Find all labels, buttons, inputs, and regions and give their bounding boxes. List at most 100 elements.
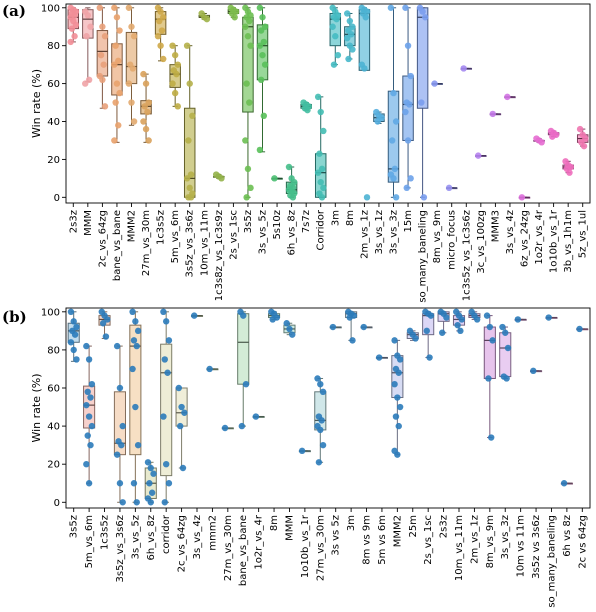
panel-1-xtick-label-so-many-baneling: so_many_baneling [546, 515, 557, 608]
panel-0-point-8m [345, 55, 352, 63]
panel-1-xtick-label-25m: 25m [408, 515, 419, 537]
panel-1-point-3s-vs-5z [129, 365, 136, 373]
panel-0-point-1c3s5z [158, 27, 166, 34]
panel-0-xtick-label-2s-vs-1sc: 2s_vs_1sc [228, 210, 239, 260]
panel-1-point-5m-vs-6m [87, 441, 94, 449]
panel-1-point-3s5z-vs-3s6z [119, 499, 126, 506]
panel-1-xtick-label-8m: 8m [269, 515, 280, 531]
panel-0-point-6z-vs-24zg [518, 194, 526, 201]
panel-1-point-6h-vs-8z [144, 459, 152, 466]
panel-1-point-8m-vs-9m [488, 434, 495, 441]
panel-0-point-3s5z-vs-3s6z [186, 80, 193, 87]
panel-0-point-3s5z-vs-3s6z [183, 175, 191, 182]
panel-1-point-3s5z-vs-3s6z [113, 342, 121, 350]
panel-0-point-bane-vs-bane [116, 27, 123, 34]
panel-0-point-3s5z-vs-3s6z [189, 112, 196, 120]
panel-1-point-5m-vs-6m [85, 356, 93, 363]
panel-0-point-1c3s5z [157, 42, 164, 49]
panel-0-point-2m-vs-1z [361, 65, 368, 72]
panel-0-point-3s5z [244, 33, 252, 40]
panel-1-point-5m-vs-6m [83, 401, 90, 409]
panel-1-box-bane-vs-bane [237, 313, 250, 385]
panel-0-xtick-label-27m-vs-30m: 27m_vs_30m [141, 210, 152, 276]
panel-0-point-3s-vs-3z [390, 89, 397, 97]
panel-0-point-mmm [87, 23, 94, 30]
panel-0-xtick-label-2s3z: 2s3z [68, 210, 79, 233]
panel-0-point-5m-vs-6m [171, 89, 179, 97]
panel-1-xtick-label-2c-vs-64zg: 2c_vs_64zg [177, 515, 188, 572]
panel-0-xtick-label-mmm2: MMM2 [127, 210, 138, 242]
panel-1-point-3s5z [71, 331, 79, 338]
panel-0-xtick-label-mmm: MMM [83, 210, 94, 236]
panel-0-point-27m-vs-30m [140, 70, 147, 78]
panel-0-xtick-label-8m: 8m [345, 210, 356, 226]
panel-1-xtick-label-6h-vs-8z: 6h vs 8z [562, 515, 573, 557]
panel-0-point-15m [404, 137, 412, 144]
panel-1-point-mmm [283, 320, 290, 327]
panel-0-box-3s5z [242, 16, 254, 113]
panel-0-point-8m [346, 17, 354, 25]
panel-0-point-3b-vs-1h1m [566, 169, 573, 176]
panel-1-point-corridor [165, 480, 173, 487]
panel-0-xtick-label-3m: 3m [330, 210, 341, 226]
panel-1-point-8m-vs-9m [360, 323, 367, 331]
panel-0-point-3s5z [246, 99, 253, 106]
panel-0-point-mmm2 [130, 118, 138, 125]
panel-0-point-8m-vs-9m [431, 80, 438, 87]
panel-1-point-3s-vs-5z [129, 308, 136, 316]
panel-0-point-corridor [314, 93, 322, 101]
panel-0-point-mmm2 [125, 80, 133, 87]
panel-0-point-2m-vs-1z [362, 14, 369, 21]
panel-1-xtick-label-1o10b-vs-1r: 1o10b_vs_1r [300, 514, 311, 578]
panel-1-xtick-label-2c-vs-64zg: 2c vs 64zg [577, 515, 588, 569]
panel-1-point-3s-vs-4z [191, 312, 198, 319]
panel-1-point-27m-vs-30m [221, 424, 229, 432]
panel-0-point-1c3s5z [156, 17, 163, 25]
panel-0-point-3s5z [244, 165, 252, 173]
panel-0-xtick-label-1c3s5z-vs-1c3s6z: 1c3s5z_vs_1c3s6z [461, 210, 472, 301]
panel-1-point-corridor [161, 356, 168, 363]
panel-0-point-27m-vs-30m [145, 137, 152, 144]
panel-0-point-bane-vs-bane [113, 14, 121, 21]
panel-0-xtick-label-mmm3: MMM3 [490, 210, 501, 242]
panel-0-point-bane-vs-bane [116, 89, 123, 97]
panel-0-point-3m [330, 61, 338, 68]
panel-0-point-2c-vs-64zg [97, 51, 105, 59]
panel-0-xtick-label-7s7z: 7s7z [301, 210, 312, 233]
panel-0-point-5z-vs-1ul [580, 142, 588, 150]
panel-1-xtick-label-8m-vs-9m: 8m_vs_9m [485, 515, 496, 568]
panel-0-point-3s5z [242, 23, 249, 30]
panel-0-point-3s-vs-5z [259, 51, 266, 59]
panel-1-ytick-label: 40 [47, 422, 60, 433]
panel-0-point-3s5z-vs-3s6z [185, 137, 192, 144]
panel-1-point-mmm2 [395, 369, 402, 376]
panel-0-point-3s5z [243, 80, 250, 87]
panel-1-point-corridor [164, 369, 171, 376]
panel-1-point-25m [412, 335, 419, 342]
panel-1-xtick-label-27m-vs-30m: 27m_vs_30m [223, 515, 234, 581]
panel-0-point-mmm2 [130, 33, 138, 40]
panel-0-xtick-label-3s5z-vs-3s6z: 3s5z_vs_3s6z [185, 210, 196, 278]
panel-1-xtick-label-2m-vs-1z: 2m_vs_1z [469, 515, 480, 564]
panel-0-point-so-many-baneling [420, 194, 428, 201]
panel-1-point-5m-vs-6m [85, 413, 93, 420]
panel-1-xtick-label-mmm2: mmm2 [207, 515, 218, 551]
panel-1-point-3m [346, 314, 353, 321]
panel-0-point-15m [402, 4, 409, 11]
panel-0-box-bane-vs-bane [111, 43, 123, 96]
panel-0-point-mmm2 [128, 99, 135, 106]
panel-0-point-3m [334, 51, 342, 59]
panel-1-point-5m-vs-6m [85, 480, 93, 487]
panel-0-point-6h-vs-8z [289, 194, 297, 201]
panel-0-point-corridor [320, 184, 327, 192]
panel-0-point-so-many-baneling [419, 8, 426, 15]
panel-1-xtick-label-3s-vs-4z: 3s_vs_4z [192, 515, 203, 559]
panel-1-point-2s-vs-1sc [427, 312, 435, 319]
panel-0-point-mmm2 [125, 4, 133, 11]
panel-1-point-3s5z [73, 323, 80, 331]
panel-1-box-3s-vs-3z [499, 332, 512, 378]
panel-1-xtick-label-1o2r-vs-4r: 1o2r_vs_4r [254, 514, 265, 569]
panel-1-point-6h-vs-8z [147, 464, 154, 472]
panel-1-point-5m-vs-6m [88, 380, 96, 388]
panel-0-xtick-label-15m: 15m [403, 210, 414, 232]
